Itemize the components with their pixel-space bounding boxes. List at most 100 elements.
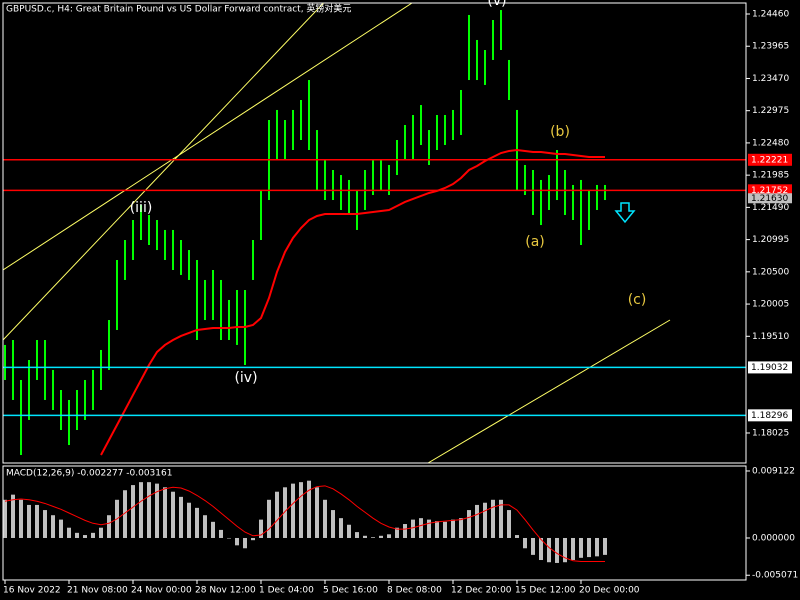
macd-bar: [411, 519, 415, 538]
wave-label: (iv): [234, 370, 257, 386]
macd-bar: [395, 527, 399, 538]
macd-bar: [27, 504, 31, 538]
x-tick-label: 20 Dec 00:00: [579, 586, 640, 596]
macd-bar: [155, 483, 159, 538]
trendline: [3, 3, 413, 271]
macd-bar: [603, 537, 607, 555]
y-tick-label: 1.19510: [752, 332, 789, 342]
macd-bar: [67, 527, 71, 538]
macd-bar: [163, 487, 167, 538]
y-tick-label: 1.20500: [752, 267, 789, 277]
macd-bar: [75, 532, 79, 538]
macd-bar: [83, 535, 87, 538]
x-tick-label: 15 Dec 12:00: [515, 586, 576, 596]
macd-bar: [379, 535, 383, 538]
macd-bar: [467, 510, 471, 538]
macd-bar: [195, 507, 199, 538]
macd-bar: [483, 502, 487, 538]
macd-bar: [99, 527, 103, 538]
macd-bar: [539, 537, 543, 561]
macd-bar: [307, 480, 311, 538]
macd-bar: [3, 499, 7, 538]
macd-bar: [571, 537, 575, 561]
y-tick-label: 1.21985: [752, 171, 789, 181]
level-label-box: [748, 153, 792, 166]
chart-title: GBPUSD.c, H4: Great Britain Pound vs US …: [6, 3, 351, 15]
level-label-box: [748, 361, 792, 374]
wave-label: (b): [550, 124, 570, 140]
macd-bar: [579, 537, 583, 558]
macd-bar: [427, 519, 431, 538]
macd-bar: [187, 502, 191, 538]
sell-arrow: [614, 202, 636, 224]
macd-bar: [35, 504, 39, 538]
level-label: 1.22221: [751, 155, 788, 165]
indicator-line: [4, 485, 605, 562]
macd-bar: [387, 534, 391, 538]
macd-bar: [499, 499, 503, 538]
macd-bar: [491, 499, 495, 538]
macd-bar: [299, 482, 303, 538]
macd-bar: [19, 499, 23, 538]
y-tick-label: 1.20005: [752, 300, 789, 310]
price-panel: [3, 3, 746, 463]
macd-bar: [475, 504, 479, 538]
x-tick-label: 1 Dec 04:00: [259, 586, 314, 596]
macd-bar: [331, 510, 335, 538]
macd-bar: [259, 519, 263, 538]
wave-label: (a): [525, 234, 545, 250]
macd-bar: [547, 537, 551, 563]
macd-bar: [171, 491, 175, 538]
wave-label: (v): [487, 0, 506, 9]
macd-bar: [459, 518, 463, 538]
macd-bar: [243, 537, 247, 549]
y-tick-label: 1.20995: [752, 235, 789, 245]
macd-bar: [363, 535, 367, 538]
price-frame: [2, 2, 747, 464]
macd-bar: [235, 537, 239, 546]
macd-bar: [403, 524, 407, 538]
trendline: [3, 3, 325, 341]
level-label: 1.21752: [751, 186, 788, 196]
macd-bar: [43, 510, 47, 538]
x-tick-label: 12 Dec 20:00: [451, 586, 512, 596]
macd-bar: [203, 515, 207, 538]
level-label: 1.18296: [751, 411, 788, 421]
x-tick-label: 5 Dec 16:00: [323, 586, 378, 596]
macd-bar: [211, 521, 215, 538]
macd-bar: [355, 532, 359, 538]
macd-bar: [371, 537, 375, 538]
macd-bar: [51, 515, 55, 538]
macd-bar: [251, 537, 255, 541]
axes: [2, 2, 747, 581]
macd-panel: [3, 480, 607, 563]
wave-label: (iii): [130, 200, 153, 216]
macd-bar: [91, 532, 95, 538]
macd-bar: [147, 482, 151, 538]
macd-bar: [315, 487, 319, 538]
macd-bar: [515, 535, 519, 538]
macd-bar: [587, 537, 591, 558]
y-tick-label: 1.23470: [752, 74, 789, 84]
macd-bar: [531, 537, 535, 555]
macd-frame: [2, 465, 747, 581]
macd-title: MACD(12,26,9) -0.002277 -0.003161: [6, 469, 172, 479]
macd-bar: [227, 537, 231, 539]
macd-bar: [107, 515, 111, 538]
macd-bar: [507, 510, 511, 538]
current-price-label: 1.21630: [751, 194, 788, 204]
macd-bar: [139, 482, 143, 538]
y-tick-label: 0.009122: [752, 466, 795, 476]
x-tick-label: 28 Nov 12:00: [195, 586, 256, 596]
level-label: 1.19032: [751, 363, 788, 373]
macd-bar: [123, 490, 127, 538]
macd-bar: [323, 499, 327, 538]
trendline: [427, 319, 671, 463]
macd-bar: [443, 521, 447, 538]
macd-bar: [563, 537, 567, 563]
macd-bar: [59, 519, 63, 538]
y-tick-label: 1.23965: [752, 42, 789, 52]
macd-bar: [131, 485, 135, 538]
macd-bar: [275, 491, 279, 538]
